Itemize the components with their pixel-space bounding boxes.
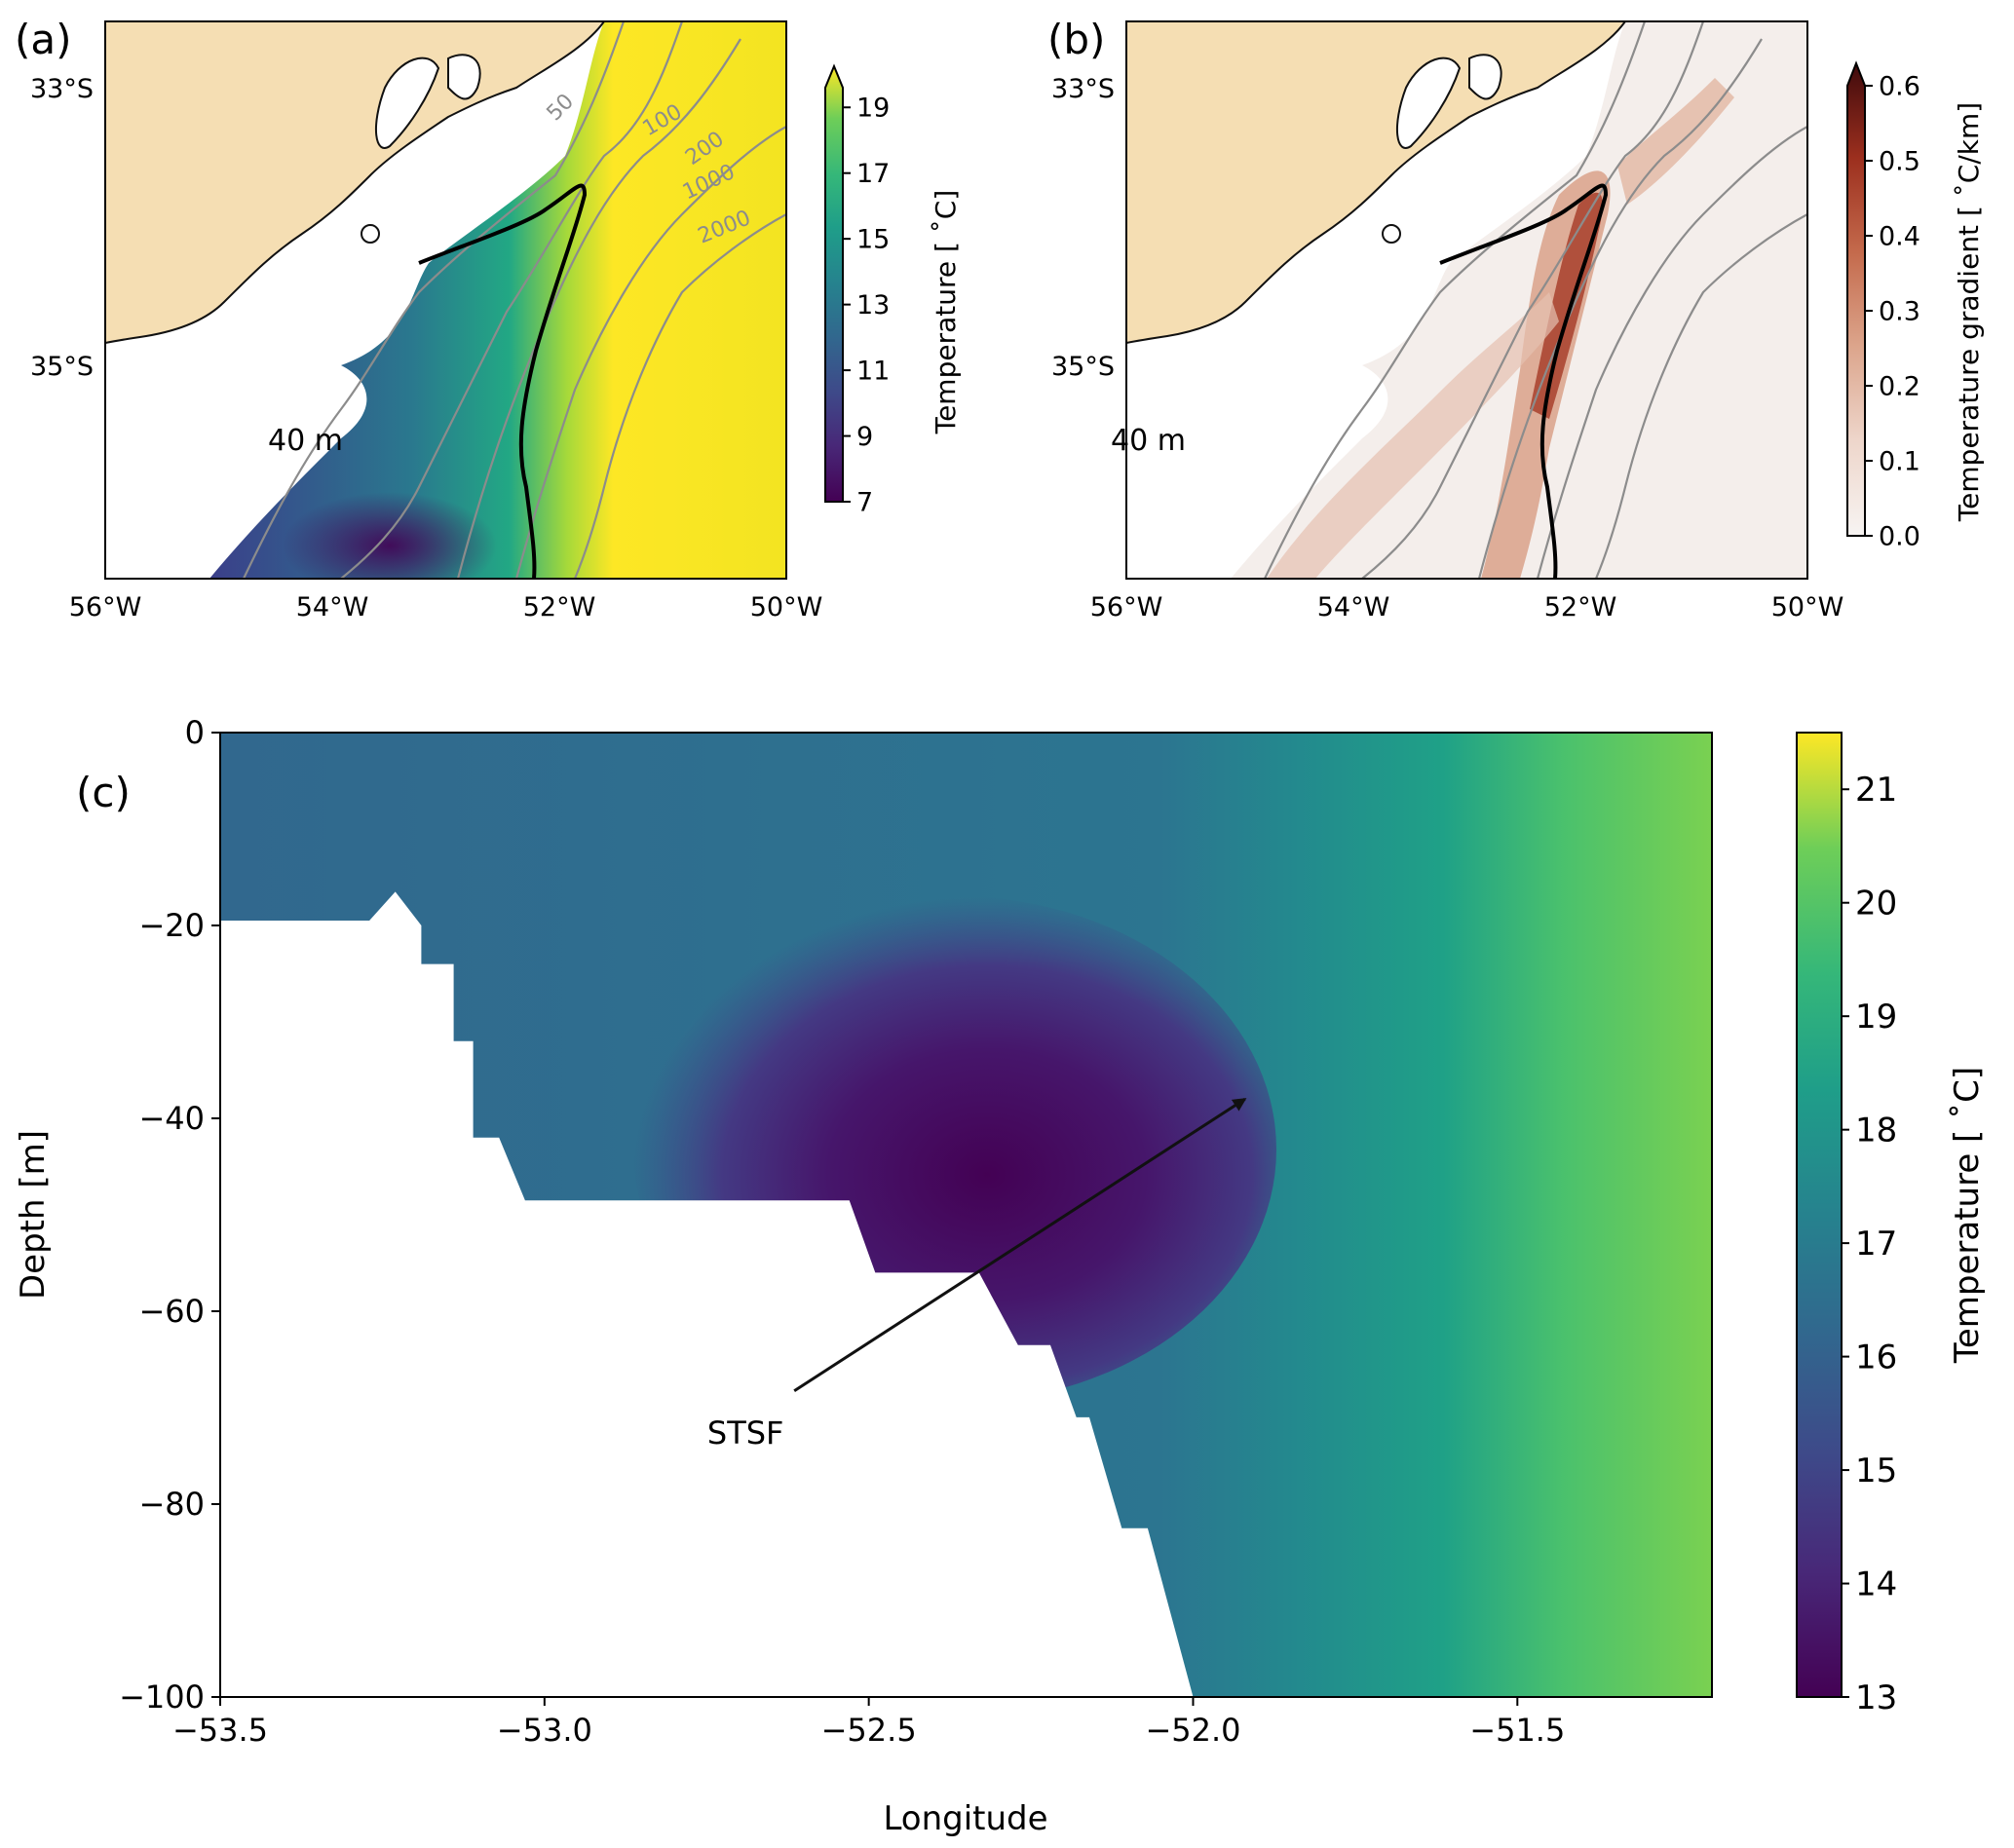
panel-a-colorbar-tick-label-1: 17 (856, 159, 890, 189)
panel-c-colorbar-label: Temperature [ ˚C] (1948, 1067, 1987, 1364)
panel-b-colorbar-tick-label-2: 0.4 (1879, 221, 1920, 251)
panel-b: (b) 40 m 33°S 35°S 56°W 54°W 52°W 50°W 0… (1047, 16, 1985, 622)
panel-c-colorbar: 21 20 19 18 17 16 15 14 13 Temperature [ ˚C] (1796, 732, 1987, 1717)
panel-c-x-tick-label-4: −51.5 (1469, 1712, 1565, 1749)
panel-b-lat-tick-35s: 35°S (1051, 352, 1115, 382)
panel-a-frame (104, 20, 787, 580)
panel-a-lon-tick-54w: 54°W (296, 592, 369, 622)
panel-c-colorbar-tick-label-3: 18 (1855, 1112, 1897, 1150)
panel-a-colorbar-tick-label-5: 9 (856, 422, 873, 452)
panel-b-depth-label: 40 m (1111, 424, 1186, 458)
panel-c-ylabel: Depth [m] (14, 1130, 53, 1300)
panel-a: 50 100 200 1000 2000 (a) 40 m 33°S 35°S … (15, 16, 962, 622)
panel-c-x-tick-label-3: −52.0 (1145, 1712, 1240, 1749)
panel-a-depth-label: 40 m (268, 424, 343, 458)
panel-c-y-tick-label-2: −40 (138, 1100, 205, 1137)
panel-b-lat-tick-33s: 33°S (1051, 74, 1115, 104)
panel-a-label: (a) (15, 16, 72, 63)
panel-b-lon-tick-56w: 56°W (1090, 592, 1163, 622)
panel-c-colorbar-tick-label-6: 15 (1855, 1452, 1897, 1490)
panel-b-colorbar-tick-label-0: 0.6 (1879, 71, 1920, 101)
panel-b-frame (1125, 20, 1808, 580)
panel-c-frame (219, 732, 1713, 1698)
panel-c: −53.5 −53.0 −52.5 −52.0 −51.5 0 −20 −40 −60 −80 −… (14, 714, 1987, 1838)
panel-c-y-tick-label-5: −100 (119, 1678, 205, 1716)
panel-b-colorbar-tick-label-3: 0.3 (1879, 296, 1920, 326)
panel-a-lon-tick-52w: 52°W (523, 592, 596, 622)
panel-b-colorbar-tick-label-5: 0.1 (1879, 446, 1920, 476)
panel-c-colorbar-tick-label-4: 17 (1855, 1225, 1897, 1263)
panel-a-lat-tick-33s: 33°S (30, 74, 94, 104)
panel-a-colorbar: 19 17 15 13 11 9 7 Temperature [ ˚C] (824, 63, 962, 517)
panel-c-stsf-arrow (793, 1097, 1247, 1393)
panel-b-colorbar-label: Temperature gradient [ ˚C/km] (1953, 102, 1985, 522)
panel-a-isobaths (243, 21, 786, 579)
panel-b-colorbar-tick-label-6: 0.0 (1879, 521, 1920, 551)
panel-b-colorbar-tick-label-4: 0.2 (1879, 371, 1920, 401)
panel-c-x-tick-label-0: −53.5 (172, 1712, 268, 1749)
panel-c-stsf-label: STSF (707, 1414, 784, 1452)
panel-a-colorbar-tick-label-2: 15 (856, 225, 890, 255)
panel-b-lon-tick-52w: 52°W (1544, 592, 1617, 622)
panel-b-label: (b) (1047, 16, 1105, 63)
panel-a-colorbar-tick-label-0: 19 (856, 94, 890, 124)
panel-a-front-line (418, 183, 588, 579)
panel-c-label: (c) (76, 769, 131, 816)
panel-c-colorbar-tick-label-7: 14 (1855, 1565, 1897, 1603)
panel-c-y-tick-label-0: 0 (185, 714, 205, 751)
panel-c-x-tick-label-2: −52.5 (821, 1712, 917, 1749)
panel-b-lon-tick-54w: 54°W (1317, 592, 1390, 622)
panel-a-colorbar-tick-label-6: 7 (856, 487, 873, 517)
panel-b-isobaths (1264, 21, 1807, 579)
panel-b-colorbar-tick-label-1: 0.5 (1879, 146, 1920, 176)
panel-c-x-tick-label-1: −53.0 (497, 1712, 592, 1749)
panel-b-front-line (1439, 183, 1609, 579)
panel-a-lon-tick-50w: 50°W (750, 592, 823, 622)
panel-a-colorbar-tick-label-3: 13 (856, 290, 890, 321)
panel-a-ocean-field (209, 21, 786, 579)
panel-c-colorbar-tick-label-5: 16 (1855, 1338, 1897, 1377)
panel-a-lat-tick-35s: 35°S (30, 352, 94, 382)
panel-c-colorbar-tick-label-1: 20 (1855, 885, 1897, 924)
panel-a-land (105, 21, 606, 345)
panel-b-land (1126, 21, 1627, 345)
panel-c-bathymetry-mask (220, 891, 1194, 1697)
panel-b-lon-tick-50w: 50°W (1771, 592, 1844, 622)
panel-c-xlabel: Longitude (883, 1799, 1047, 1838)
panel-c-y-tick-label-3: −60 (138, 1293, 205, 1330)
panel-c-colorbar-tick-label-0: 21 (1855, 771, 1897, 810)
panel-a-colorbar-label: Temperature [ ˚C] (930, 190, 962, 435)
panel-a-lon-tick-56w: 56°W (69, 592, 142, 622)
panel-a-colorbar-tick-label-4: 11 (856, 357, 890, 387)
panel-c-y-tick-label-4: −80 (138, 1486, 205, 1523)
panel-c-y-tick-label-1: −20 (138, 907, 205, 944)
panel-c-colorbar-tick-label-2: 19 (1855, 998, 1897, 1037)
panel-b-colorbar: 0.6 0.5 0.4 0.3 0.2 0.1 0.0 Temperature gradie… (1846, 60, 1985, 551)
panel-c-colorbar-tick-label-8: 13 (1855, 1678, 1897, 1717)
